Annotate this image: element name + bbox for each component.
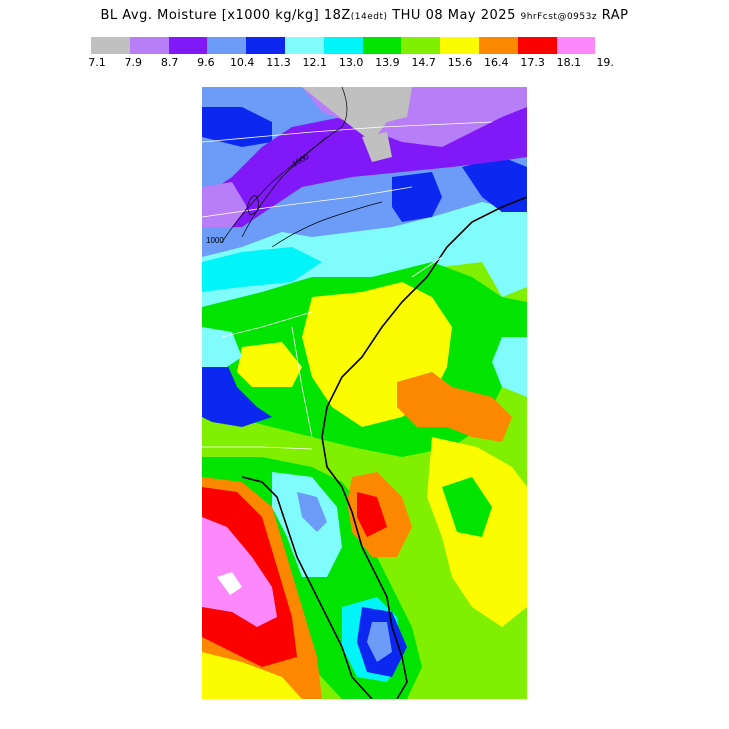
color-swatch-12 — [556, 37, 596, 54]
title-main: BL Avg. Moisture [x1000 kg/kg] 18Z — [100, 8, 351, 23]
region-pink-gulf — [202, 517, 277, 627]
tick-label: 8.7 — [160, 56, 179, 69]
title-date: THU 08 May 2025 — [392, 8, 516, 23]
tick-label: 13.0 — [338, 56, 364, 69]
color-swatch-2 — [168, 37, 208, 54]
tick-label: 19. — [596, 56, 614, 69]
color-swatch-0 — [91, 37, 130, 54]
tick-label: 7.1 — [88, 56, 106, 69]
region-red-florida — [357, 492, 387, 537]
contour-lines — [221, 87, 383, 248]
tick-label: 10.4 — [229, 56, 255, 69]
tick-label: 18.1 — [556, 56, 582, 69]
color-swatch-6 — [323, 37, 363, 54]
state-boundaries — [202, 121, 493, 450]
color-swatch-3 — [207, 37, 247, 54]
moisture-map-svg: 1000 1000 — [202, 87, 527, 699]
color-scale-bar — [91, 37, 596, 54]
color-swatch-10 — [478, 37, 518, 54]
title-timezone: (14edt) — [350, 12, 388, 22]
moisture-map: 1000 1000 — [202, 87, 527, 699]
title-model: RAP — [601, 8, 629, 23]
tick-label: 9.6 — [197, 56, 215, 69]
color-swatch-1 — [129, 37, 169, 54]
color-swatch-7 — [362, 37, 402, 54]
region-white-gulf — [217, 572, 242, 595]
tick-label: 7.9 — [124, 56, 143, 69]
color-swatch-9 — [440, 37, 479, 54]
region-green-east — [442, 477, 492, 537]
tick-label: 13.9 — [375, 56, 400, 69]
color-swatch-5 — [284, 37, 324, 54]
coastline — [241, 196, 527, 699]
region-blue-east — [462, 157, 527, 212]
title-forecast: 9hrFcst@0953z — [520, 12, 598, 22]
region-light-blue-west — [202, 327, 242, 367]
tick-label: 15.6 — [447, 56, 473, 69]
tick-label: 12.1 — [302, 56, 328, 69]
region-yellow-gulf-south — [202, 652, 302, 699]
color-scale-ticks: 7.1 7.9 8.7 9.6 10.4 11.3 12.1 13.0 13.9 14.7 15.6… — [0, 56, 729, 72]
contour-label-2: 1000 — [206, 236, 224, 245]
region-cyan-east — [492, 337, 527, 397]
region-cyan-north — [202, 247, 322, 292]
tick-label: 17.3 — [520, 56, 545, 69]
region-orange-mid — [397, 372, 512, 442]
region-blue-north-2 — [392, 172, 442, 222]
color-swatch-4 — [246, 37, 285, 54]
region-gray-small — [362, 132, 392, 162]
color-swatch-8 — [401, 37, 441, 54]
tick-label: 16.4 — [484, 56, 509, 69]
region-cyan-florida — [272, 472, 342, 577]
region-blue-florida — [297, 492, 327, 532]
tick-label: 11.3 — [266, 56, 291, 69]
chart-title: BL Avg. Moisture [x1000 kg/kg] 18Z(14edt… — [0, 8, 729, 23]
region-gray-north — [302, 87, 412, 142]
tick-label: 14.7 — [411, 56, 436, 69]
color-swatch-11 — [517, 37, 557, 54]
region-yellow-west — [237, 342, 302, 387]
region-medium-blue-south-florida — [367, 622, 392, 662]
